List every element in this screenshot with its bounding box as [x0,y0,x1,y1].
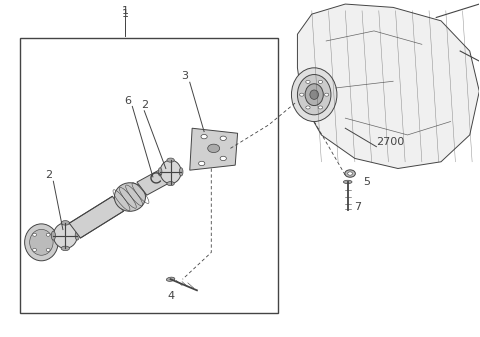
Text: 4: 4 [167,291,174,301]
Text: 1: 1 [121,9,129,19]
Polygon shape [190,128,238,170]
Text: 2: 2 [141,100,148,110]
Ellipse shape [318,80,323,83]
Ellipse shape [33,233,36,236]
Ellipse shape [53,223,77,248]
Bar [20,38,278,313]
Ellipse shape [61,221,70,225]
Text: 1: 1 [121,6,129,16]
Ellipse shape [114,183,145,211]
Ellipse shape [199,161,205,166]
Ellipse shape [180,168,183,176]
Ellipse shape [51,231,55,240]
Ellipse shape [158,168,162,176]
Ellipse shape [167,277,175,281]
Text: 5: 5 [363,177,371,187]
Ellipse shape [300,93,304,96]
Ellipse shape [160,160,181,184]
Ellipse shape [343,180,352,184]
Ellipse shape [46,233,50,236]
Ellipse shape [306,106,310,109]
Text: 3: 3 [181,71,189,81]
Ellipse shape [348,172,352,175]
Ellipse shape [208,144,220,153]
Ellipse shape [220,156,227,161]
Ellipse shape [24,224,58,261]
Ellipse shape [345,170,355,177]
Polygon shape [298,4,480,168]
Ellipse shape [61,246,70,251]
Ellipse shape [324,93,329,96]
Ellipse shape [318,106,323,109]
Ellipse shape [167,182,174,186]
Ellipse shape [75,231,79,240]
Ellipse shape [30,229,53,255]
Ellipse shape [305,84,323,105]
Ellipse shape [298,74,331,115]
Text: 7: 7 [354,202,361,212]
Text: 2: 2 [45,170,52,180]
Polygon shape [137,171,168,195]
Ellipse shape [291,68,337,122]
Ellipse shape [220,136,227,141]
Ellipse shape [46,248,50,251]
Ellipse shape [201,134,207,139]
Ellipse shape [306,80,310,83]
Ellipse shape [167,158,174,162]
Ellipse shape [33,248,36,251]
Text: 6: 6 [124,96,131,106]
Polygon shape [69,196,123,238]
Ellipse shape [310,90,319,99]
Text: 2700: 2700 [376,137,405,147]
